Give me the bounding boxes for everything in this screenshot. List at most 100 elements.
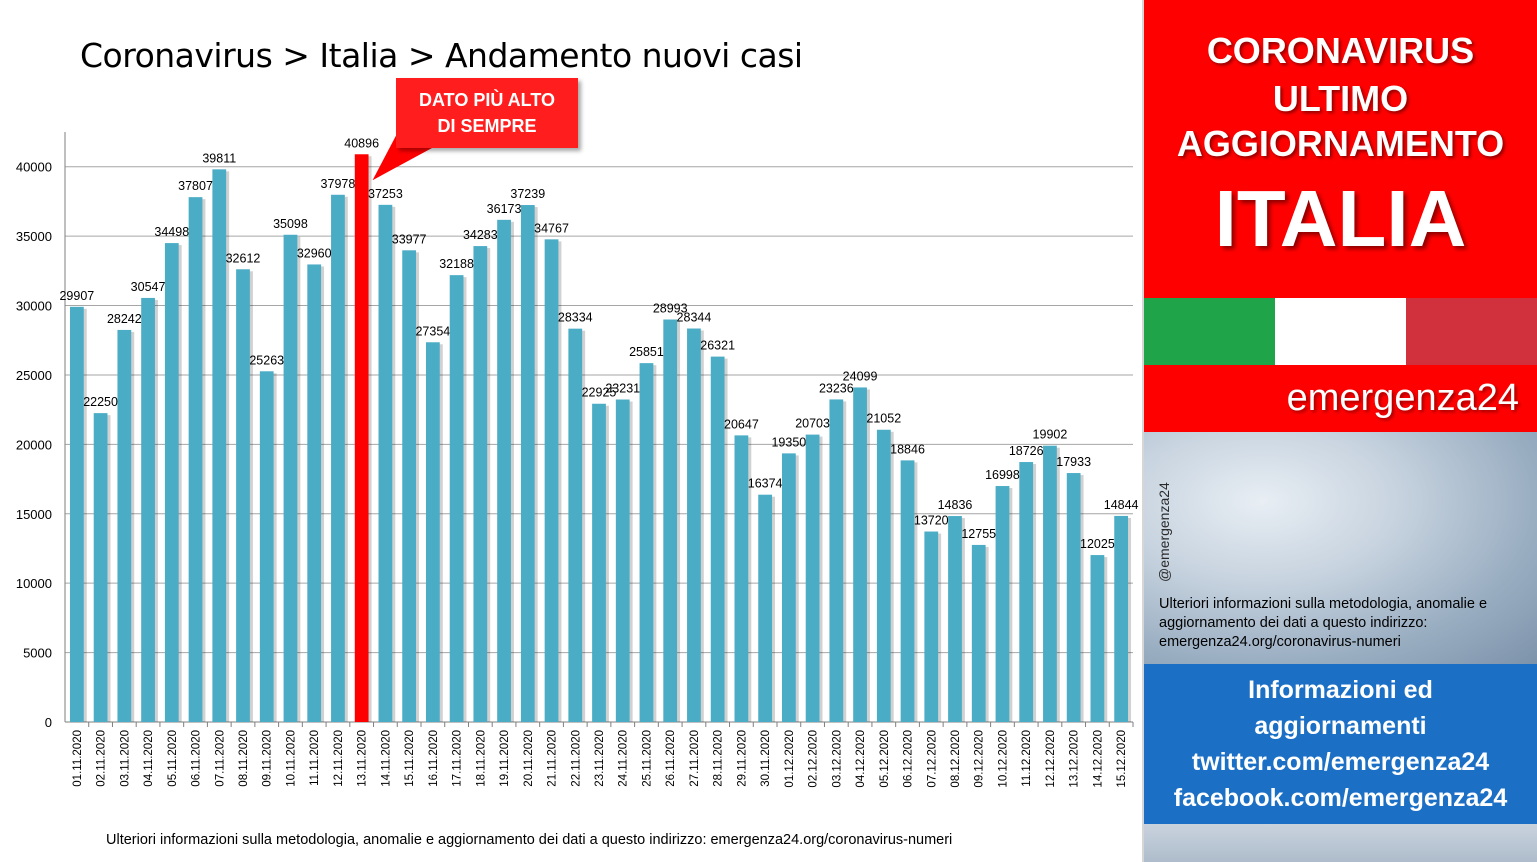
data-label: 14836 xyxy=(938,498,973,512)
banner-line: AGGIORNAMENTO xyxy=(1176,123,1505,164)
chart-panel: Coronavirus > Italia > Andamento nuovi c… xyxy=(15,36,1139,848)
data-label: 12755 xyxy=(961,527,996,541)
data-label: 28334 xyxy=(558,311,593,325)
data-label: 37807 xyxy=(178,179,213,193)
bar xyxy=(948,516,962,722)
flag-green-stripe xyxy=(1144,298,1275,365)
data-label: 36173 xyxy=(487,202,522,216)
x-tick-label: 24.11.2020 xyxy=(618,730,630,787)
data-label: 25851 xyxy=(629,345,664,359)
data-label: 19350 xyxy=(771,435,806,449)
y-tick-label: 0 xyxy=(45,715,52,730)
y-tick-label: 20000 xyxy=(16,437,52,452)
banner-line: CORONAVIRUS xyxy=(1206,30,1475,71)
x-tick-label: 17.11.2020 xyxy=(452,730,464,787)
data-label: 26321 xyxy=(700,339,735,353)
data-label: 27354 xyxy=(415,324,450,338)
x-tick-label: 19.11.2020 xyxy=(499,730,511,787)
info-line: Informazioni ed xyxy=(1248,676,1433,704)
bar xyxy=(449,275,464,722)
flag-red-stripe xyxy=(1406,298,1537,365)
bar xyxy=(378,204,393,722)
x-tick-label: 05.12.2020 xyxy=(879,730,891,788)
x-tick-label: 20.11.2020 xyxy=(523,730,535,787)
social-handle: @emergenza24 xyxy=(1156,482,1172,582)
facebook-link[interactable]: facebook.com/emergenza24 xyxy=(1173,784,1508,812)
bar xyxy=(212,169,227,722)
x-tick-label: 01.12.2020 xyxy=(784,730,796,788)
x-tick-label: 05.11.2020 xyxy=(167,730,179,787)
x-tick-label: 07.12.2020 xyxy=(926,730,938,788)
twitter-link[interactable]: twitter.com/emergenza24 xyxy=(1191,748,1490,776)
bar xyxy=(473,246,488,722)
data-label: 32960 xyxy=(297,246,332,260)
bottom-photo-strip xyxy=(1144,824,1537,862)
data-label: 24099 xyxy=(843,369,878,383)
x-tick-label: 06.12.2020 xyxy=(903,730,915,788)
x-tick-label: 18.11.2020 xyxy=(475,730,487,787)
x-tick-label: 09.11.2020 xyxy=(262,730,274,787)
x-tick-label: 12.11.2020 xyxy=(333,730,345,787)
x-tick-label: 22.11.2020 xyxy=(570,730,582,787)
x-tick-label: 11.12.2020 xyxy=(1021,730,1033,787)
banner-line: ULTIMO xyxy=(1272,78,1409,119)
data-label: 22925 xyxy=(582,386,617,400)
bar xyxy=(615,399,630,722)
bar xyxy=(425,342,440,722)
footnote: Ulteriori informazioni sulla metodologia… xyxy=(106,832,953,848)
x-tick-label: 04.11.2020 xyxy=(143,730,155,787)
x-tick-label: 11.11.2020 xyxy=(309,730,321,786)
data-label: 20703 xyxy=(795,417,830,431)
x-tick-label: 13.11.2020 xyxy=(357,730,369,787)
data-label: 34767 xyxy=(534,221,569,235)
y-tick-label: 25000 xyxy=(16,368,52,383)
x-tick-label: 14.11.2020 xyxy=(380,730,392,787)
x-tick-label: 16.11.2020 xyxy=(428,730,440,787)
bar xyxy=(69,306,84,722)
data-label: 29907 xyxy=(59,289,94,303)
bar xyxy=(876,429,891,722)
data-label: 12025 xyxy=(1080,537,1115,551)
x-tick-label: 10.12.2020 xyxy=(997,730,1009,788)
data-label: 34498 xyxy=(154,225,189,239)
x-tick-label: 27.11.2020 xyxy=(689,730,701,787)
x-tick-label: 02.11.2020 xyxy=(96,730,108,787)
update-banner: CORONAVIRUS ULTIMO AGGIORNAMENTO ITALIA xyxy=(1144,0,1537,298)
data-label: 32188 xyxy=(439,257,474,271)
data-label: 18846 xyxy=(890,442,925,456)
data-label: 35098 xyxy=(273,217,308,231)
data-label: 19902 xyxy=(1033,428,1068,442)
bar xyxy=(1090,555,1105,722)
x-tick-label: 01.11.2020 xyxy=(72,730,84,787)
data-label: 14844 xyxy=(1104,498,1139,512)
bar xyxy=(1019,462,1034,722)
bar xyxy=(1043,445,1057,722)
x-tick-label: 03.12.2020 xyxy=(831,730,843,788)
bar xyxy=(924,531,939,722)
divider xyxy=(1142,0,1144,862)
background-photo: @emergenza24 Ulteriori informazioni sull… xyxy=(1144,432,1537,664)
x-tick-label: 15.12.2020 xyxy=(1116,730,1128,788)
bar xyxy=(734,435,749,722)
bar xyxy=(1114,515,1129,722)
x-tick-label: 08.11.2020 xyxy=(238,730,250,787)
data-label: 13720 xyxy=(914,514,949,528)
bar xyxy=(758,494,773,722)
x-tick-label: 28.11.2020 xyxy=(713,730,725,787)
methodology-note: Ulteriori informazioni sulla metodologia… xyxy=(1159,596,1488,650)
bar xyxy=(283,234,298,722)
x-tick-label: 23.11.2020 xyxy=(594,730,606,787)
data-label: 16998 xyxy=(985,468,1020,482)
bar xyxy=(520,205,535,723)
x-tick-label: 29.11.2020 xyxy=(736,730,748,787)
y-tick-label: 10000 xyxy=(16,576,52,591)
bar xyxy=(900,460,915,722)
bar xyxy=(544,239,559,722)
bar xyxy=(781,453,796,722)
x-tick-label: 07.11.2020 xyxy=(214,730,226,787)
x-tick-label: 08.12.2020 xyxy=(950,730,962,788)
bar xyxy=(687,328,701,722)
bar xyxy=(93,413,108,722)
bar xyxy=(164,243,179,722)
sidebar: CORONAVIRUS ULTIMO AGGIORNAMENTO ITALIA … xyxy=(1144,0,1537,862)
